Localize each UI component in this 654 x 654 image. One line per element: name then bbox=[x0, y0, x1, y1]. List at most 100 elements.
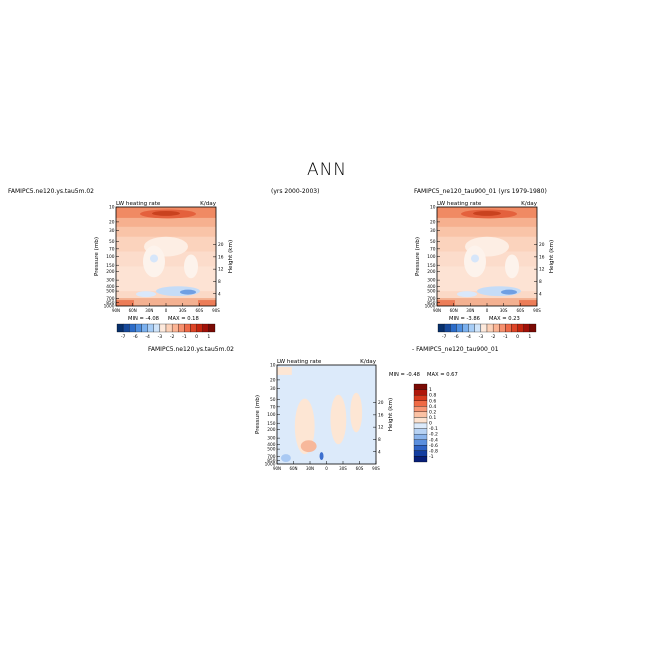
colorbar-cell bbox=[456, 323, 463, 333]
y-tick-label: 50 bbox=[270, 397, 276, 403]
y-tick-label: 150 bbox=[427, 263, 435, 269]
colorbar-cell bbox=[499, 323, 506, 333]
y-tick-label: 150 bbox=[106, 263, 114, 269]
max-label: MAX = 0.18 bbox=[168, 316, 199, 322]
y-tick-label: 20 bbox=[109, 220, 115, 226]
y-tick-label: 1000 bbox=[425, 304, 436, 310]
colorbar-cell bbox=[122, 323, 130, 333]
x-tick-label: 30N bbox=[145, 308, 153, 313]
colorbar-cell bbox=[413, 445, 428, 452]
y-tick-label: 30 bbox=[270, 386, 276, 392]
y-tick-label: 50 bbox=[109, 239, 115, 245]
colorbar-label: -1 bbox=[429, 454, 434, 460]
contour-band bbox=[116, 300, 134, 306]
y-tick-label: 10 bbox=[270, 363, 276, 369]
y-tick-label: 1000 bbox=[265, 462, 276, 468]
y-tick-label: 20 bbox=[270, 378, 276, 384]
y-tick-label: 100 bbox=[427, 254, 435, 260]
x-tick-label: 60N bbox=[129, 308, 137, 313]
y-axis-label: Pressure (mb) bbox=[415, 237, 421, 276]
colorbar-cell bbox=[517, 323, 524, 333]
colorbar-cell bbox=[147, 323, 154, 333]
x-tick-label: 30S bbox=[339, 466, 347, 471]
boundary-layer-min bbox=[501, 289, 517, 295]
colorbar-cell bbox=[413, 411, 428, 418]
tropical-minimum bbox=[150, 254, 158, 263]
panel-units: K/day bbox=[200, 201, 217, 207]
x-tick-label: 90N bbox=[112, 308, 120, 313]
min-label: MIN = -0.48 bbox=[389, 372, 420, 378]
y2-tick-label: 20 bbox=[218, 242, 224, 248]
colorbar-label: 0.6 bbox=[429, 398, 436, 404]
colorbar-label: -6 bbox=[454, 334, 459, 340]
y-tick-label: 850 bbox=[427, 300, 435, 306]
colorbar-label: -4 bbox=[145, 334, 150, 340]
contour-band bbox=[437, 300, 455, 306]
y-tick-label: 300 bbox=[427, 278, 435, 284]
y-tick-label: 200 bbox=[427, 269, 435, 275]
colorbar-label: -2 bbox=[170, 334, 175, 340]
colorbar-cell bbox=[184, 323, 191, 333]
colorbar-cell bbox=[505, 323, 512, 333]
contour-field bbox=[116, 207, 216, 306]
x-tick-label: 90S bbox=[533, 308, 541, 313]
colorbar-label: -3 bbox=[158, 334, 163, 340]
y-tick-label: 200 bbox=[267, 427, 275, 433]
y-axis-label: Pressure (mb) bbox=[255, 395, 261, 434]
colorbar-cell bbox=[486, 323, 494, 333]
x-tick-label: 0 bbox=[325, 466, 328, 471]
colorbar-cell bbox=[141, 323, 148, 333]
y2-tick-label: 4 bbox=[378, 449, 381, 455]
tropical-minimum bbox=[184, 254, 198, 279]
colorbar-label: 0.8 bbox=[429, 393, 436, 399]
max-label: MAX = 0.67 bbox=[427, 372, 458, 378]
colorbar-cell bbox=[492, 323, 500, 333]
y-tick-label: 500 bbox=[427, 289, 435, 295]
years-label-left: (yrs 2000-2003) bbox=[271, 188, 320, 195]
min-label: MIN = -4.08 bbox=[128, 316, 159, 322]
heatmap-panel-model-a: 1000850700500400300200150100705030201020… bbox=[94, 201, 234, 340]
panel-title: LW heating rate bbox=[116, 201, 161, 207]
x-tick-label: 30S bbox=[500, 308, 508, 313]
colorbar-cell bbox=[437, 323, 445, 333]
x-tick-label: 60S bbox=[356, 466, 364, 471]
stratospheric-max bbox=[473, 210, 501, 216]
y2-tick-label: 12 bbox=[378, 425, 384, 431]
colorbar-cell bbox=[413, 433, 428, 440]
colorbar-label: 1 bbox=[207, 334, 210, 340]
colorbar-cell bbox=[413, 456, 428, 463]
colorbar-cell bbox=[529, 323, 537, 333]
colorbar-label: 1 bbox=[429, 387, 432, 393]
y2-tick-label: 16 bbox=[539, 254, 545, 260]
y-tick-label: 700 bbox=[106, 296, 114, 302]
y-tick-label: 70 bbox=[109, 246, 115, 252]
boundary-layer-min bbox=[136, 291, 156, 298]
panel-title: LW heating rate bbox=[437, 201, 482, 207]
y-tick-label: 100 bbox=[267, 412, 275, 418]
y2-tick-label: 16 bbox=[218, 254, 224, 260]
y-tick-label: 500 bbox=[106, 289, 114, 295]
colorbar-label: 0.1 bbox=[429, 415, 436, 421]
colorbar-cell bbox=[413, 389, 428, 396]
boundary-layer-min bbox=[180, 289, 196, 295]
colorbar-label: -7 bbox=[442, 334, 447, 340]
y2-tick-label: 12 bbox=[539, 267, 545, 273]
y-tick-label: 70 bbox=[270, 404, 276, 410]
x-tick-label: 60N bbox=[289, 466, 297, 471]
colorbar-label: -1 bbox=[503, 334, 508, 340]
x-tick-label: 0 bbox=[486, 308, 489, 313]
x-tick-label: 90N bbox=[433, 308, 441, 313]
colorbar-cell bbox=[135, 323, 142, 333]
colorbar-label: 0 bbox=[195, 334, 198, 340]
colorbar-label: -2 bbox=[491, 334, 496, 340]
colorbar-cell bbox=[462, 323, 469, 333]
colorbar-label: -1 bbox=[182, 334, 187, 340]
contour-band bbox=[437, 298, 537, 306]
colorbar-cell bbox=[413, 400, 428, 407]
y-tick-label: 400 bbox=[106, 284, 114, 290]
colorbar-cell bbox=[474, 323, 482, 333]
y-axis-label: Pressure (mb) bbox=[94, 237, 100, 276]
colorbar-cell bbox=[413, 450, 428, 457]
colorbar-label: -4 bbox=[466, 334, 471, 340]
